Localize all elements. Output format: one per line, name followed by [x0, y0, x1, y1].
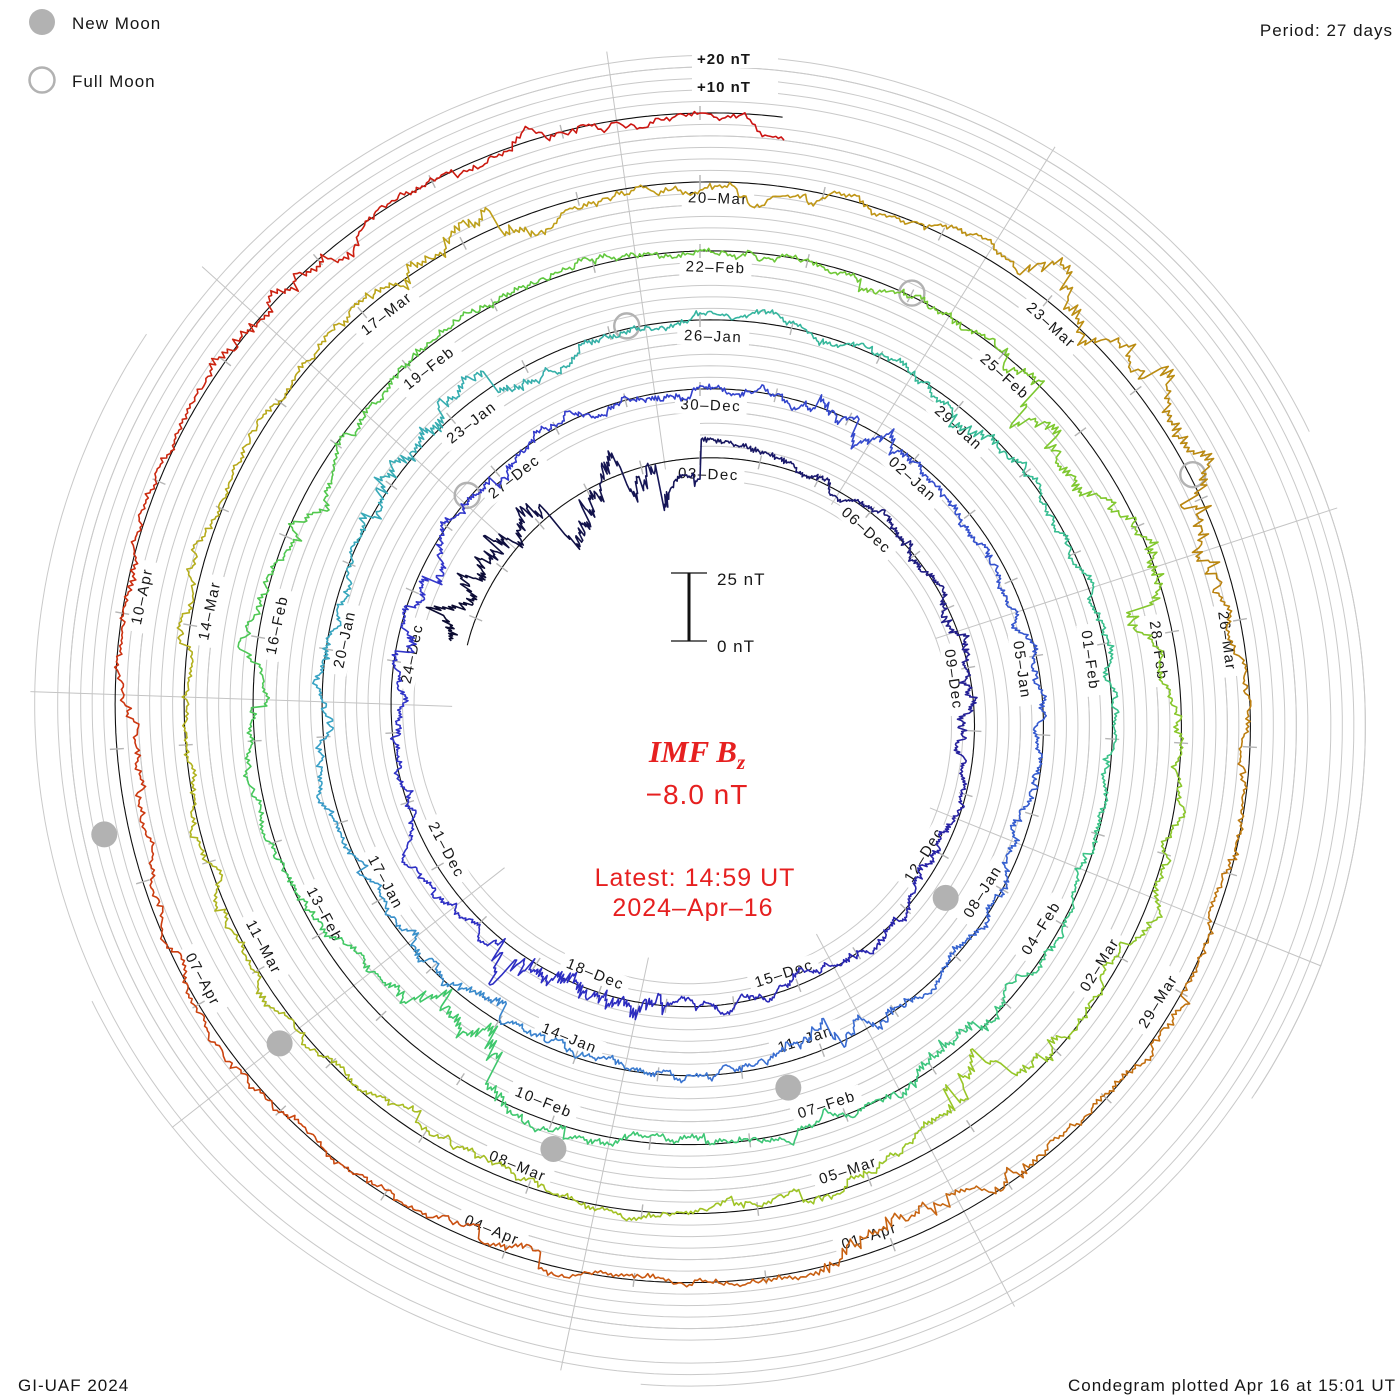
- ring-date-label: 30–Dec: [674, 394, 748, 416]
- svg-text:04–Feb: 04–Feb: [1018, 898, 1064, 958]
- moon-legend: New Moon Full Moon: [28, 9, 161, 94]
- plotted-timestamp: Condegram plotted Apr 16 at 15:01 UT: [1068, 1376, 1396, 1395]
- svg-text:27–Dec: 27–Dec: [485, 452, 543, 503]
- ring-date-label: 15–Dec: [746, 953, 822, 994]
- svg-text:29–Mar: 29–Mar: [1135, 972, 1181, 1032]
- new-moon-marker: [266, 1030, 293, 1057]
- scale-bar-bottom-label: 0 nT: [717, 637, 755, 656]
- center-annotation: IMF Bz −8.0 nT Latest: 14:59 UT 2024–Apr…: [595, 734, 796, 922]
- new-moon-marker: [775, 1074, 802, 1101]
- plus20-label-mask: [692, 48, 778, 68]
- plus10-label-mask: [692, 76, 778, 96]
- full-moon-label: Full Moon: [72, 72, 156, 91]
- new-moon-marker: [91, 821, 118, 848]
- new-moon-marker: [932, 884, 959, 911]
- grid-scale-labels: +20 nT +10 nT: [692, 48, 778, 96]
- chart-root: 03–Dec06–Dec09–Dec12–Dec15–Dec18–Dec21–D…: [30, 51, 1366, 1387]
- new-moon-icon: [29, 9, 55, 35]
- svg-text:03–Dec: 03–Dec: [678, 465, 739, 484]
- svg-text:08–Jan: 08–Jan: [960, 863, 1005, 921]
- latest-date: 2024–Apr–16: [612, 894, 773, 922]
- ring-date-label: 26–Jan: [676, 325, 750, 347]
- ring-date-label: 26–Mar: [1212, 603, 1242, 678]
- svg-text:22–Feb: 22–Feb: [685, 258, 745, 277]
- spokes-layer: [30, 51, 1338, 1371]
- svg-text:23–Jan: 23–Jan: [444, 398, 500, 447]
- moon-markers-layer: [91, 279, 1207, 1162]
- bz-trace-layer: [113, 110, 1252, 1288]
- full-moon-icon: [28, 66, 56, 94]
- scale-bar: 25 nT 0 nT: [671, 570, 765, 656]
- ring-date-label: 02–Jan: [879, 447, 946, 511]
- ring-date-label: 01–Feb: [1076, 623, 1105, 698]
- svg-text:25–Feb: 25–Feb: [977, 350, 1033, 403]
- imf-bz-title: IMF Bz: [648, 734, 746, 774]
- credit-label: GI-UAF 2024: [18, 1376, 129, 1395]
- svg-text:02–Mar: 02–Mar: [1077, 935, 1123, 995]
- day-ticks-layer: [109, 106, 1257, 1287]
- svg-text:24–Dec: 24–Dec: [398, 622, 427, 685]
- svg-text:21–Dec: 21–Dec: [424, 819, 468, 881]
- new-moon-marker: [540, 1135, 567, 1162]
- svg-text:04–Apr: 04–Apr: [462, 1212, 522, 1249]
- ring-date-label: 28–Feb: [1144, 613, 1174, 688]
- svg-text:20–Mar: 20–Mar: [688, 189, 748, 208]
- svg-text:29–Jan: 29–Jan: [931, 402, 986, 454]
- baseline-spiral: [114, 112, 1251, 1284]
- scale-bar-top-label: 25 nT: [717, 570, 765, 589]
- svg-text:06–Dec: 06–Dec: [838, 504, 894, 557]
- full-moon-marker: [613, 312, 641, 340]
- new-moon-label: New Moon: [72, 14, 161, 33]
- svg-text:23–Mar: 23–Mar: [1023, 299, 1079, 352]
- period-label: Period: 27 days: [1260, 21, 1393, 40]
- svg-text:14–Jan: 14–Jan: [539, 1020, 599, 1058]
- ring-date-label: 22–Feb: [679, 256, 752, 279]
- ring-date-label: 03–Dec: [672, 463, 745, 485]
- ring-date-label: 20–Mar: [681, 187, 755, 210]
- ring-date-label: 06–Dec: [833, 499, 900, 562]
- latest-bz-value: −8.0 nT: [646, 779, 749, 810]
- plus20-gridline-label: +20 nT: [697, 51, 751, 68]
- ring-date-label: 09–Dec: [939, 642, 969, 717]
- ring-date-label: 20–Jan: [327, 602, 362, 677]
- svg-text:30–Dec: 30–Dec: [680, 396, 741, 415]
- full-moon-marker: [453, 481, 481, 510]
- plus10-gridline-label: +10 nT: [697, 79, 751, 96]
- latest-time: Latest: 14:59 UT: [595, 864, 796, 892]
- svg-text:26–Jan: 26–Jan: [684, 327, 743, 346]
